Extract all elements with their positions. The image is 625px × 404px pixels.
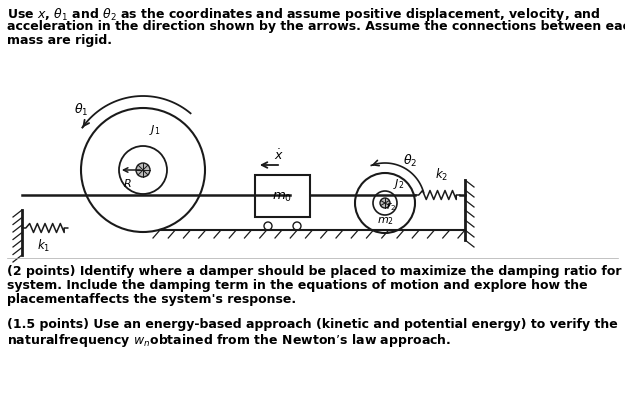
Text: (1.5 points) Use an energy-based approach (kinetic and potential energy) to veri: (1.5 points) Use an energy-based approac… <box>7 318 618 331</box>
Text: acceleration in the direction shown by the arrows. Assume the connections betwee: acceleration in the direction shown by t… <box>7 20 625 33</box>
Text: $m_0$: $m_0$ <box>272 190 292 204</box>
Circle shape <box>136 163 150 177</box>
Text: $\dot{x}$: $\dot{x}$ <box>274 149 284 163</box>
Text: $J_1$: $J_1$ <box>149 123 161 137</box>
Circle shape <box>380 198 390 208</box>
Text: placementaffects the system's response.: placementaffects the system's response. <box>7 293 296 306</box>
Text: $\theta_2$: $\theta_2$ <box>403 153 417 169</box>
Text: Use $x$, $\theta_1$ and $\theta_2$ as the coordinates and assume positive displa: Use $x$, $\theta_1$ and $\theta_2$ as th… <box>7 6 601 23</box>
Text: (2 points) Identify where a damper should be placed to maximize the damping rati: (2 points) Identify where a damper shoul… <box>7 265 625 278</box>
Text: $m_2$: $m_2$ <box>376 215 394 227</box>
Text: $r_2$: $r_2$ <box>386 201 396 213</box>
Bar <box>255 175 310 217</box>
Text: mass are rigid.: mass are rigid. <box>7 34 112 47</box>
Text: $J_2$: $J_2$ <box>393 177 404 191</box>
Text: $\theta_1$: $\theta_1$ <box>74 102 88 118</box>
Text: system. Include the damping term in the equations of motion and explore how the: system. Include the damping term in the … <box>7 279 588 292</box>
Text: $R$: $R$ <box>122 177 131 189</box>
Text: $k_1$: $k_1$ <box>38 238 51 254</box>
Text: naturalfrequency $w_n$obtained from the Newton’s law approach.: naturalfrequency $w_n$obtained from the … <box>7 332 451 349</box>
Text: $k_2$: $k_2$ <box>435 167 448 183</box>
